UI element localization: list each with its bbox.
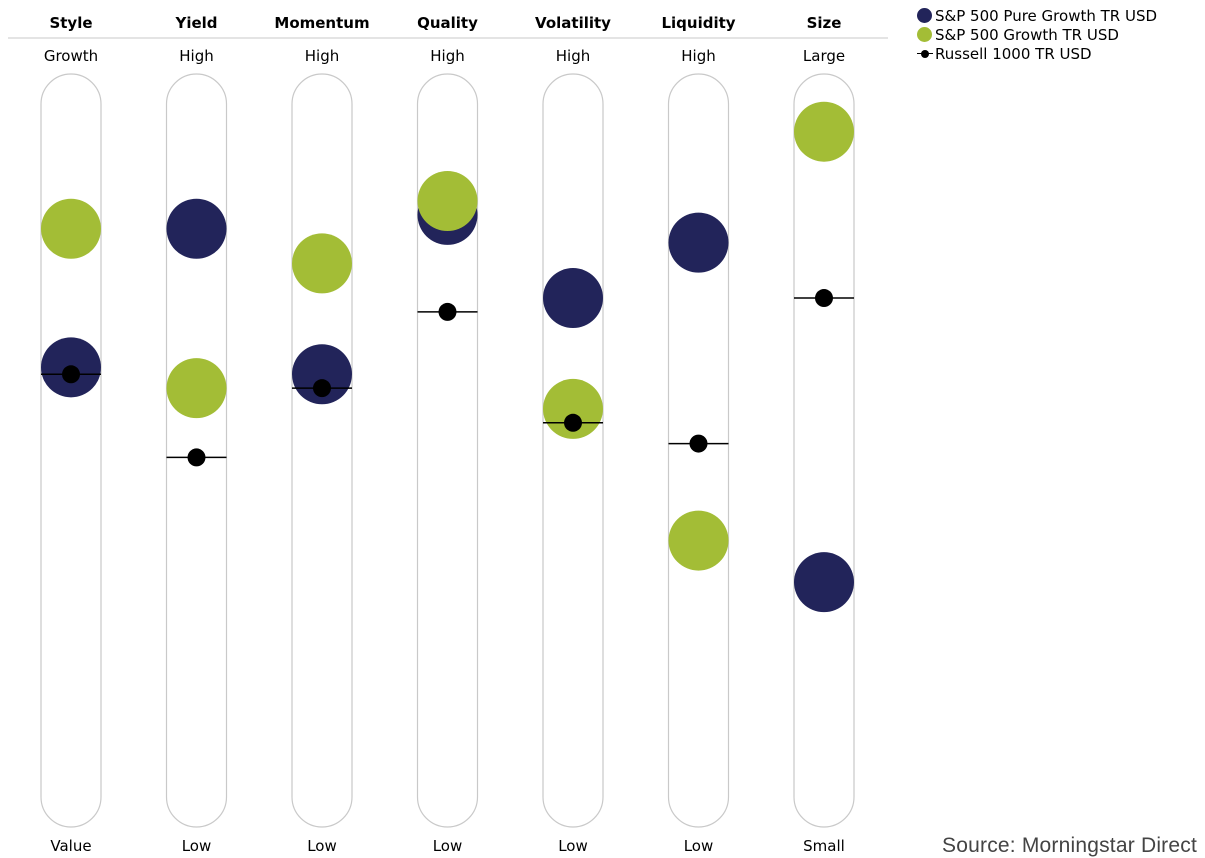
legend-label-russell: Russell 1000 TR USD xyxy=(935,44,1092,63)
top-label-liquidity: High xyxy=(681,47,715,65)
marker-s-p-500-growth-tr-usd-quality xyxy=(417,171,478,232)
factor-title-momentum: Momentum xyxy=(274,14,369,32)
marker-s-p-500-growth-tr-usd-size xyxy=(794,101,854,162)
legend-label-growth: S&P 500 Growth TR USD xyxy=(935,25,1119,44)
marker-russell-1000-tr-usd-liquidity xyxy=(668,434,729,453)
marker-russell-1000-tr-usd-style xyxy=(41,365,101,384)
marker-s-p-500-pure-growth-tr-usd-momentum xyxy=(292,344,352,405)
bottom-label-yield: Low xyxy=(182,837,212,854)
marker-s-p-500-growth-tr-usd-yield xyxy=(166,358,227,419)
legend-marker-growth xyxy=(917,26,933,43)
top-label-quality: High xyxy=(430,47,464,65)
factor-title-yield: Yield xyxy=(174,14,217,32)
bottom-label-size: Small xyxy=(803,837,845,854)
bottom-label-style: Value xyxy=(50,837,91,854)
factor-profile-chart: Style Growth Value Yield High Low Momentum High… xyxy=(8,14,888,854)
top-label-yield: High xyxy=(179,47,213,65)
top-label-style: Growth xyxy=(44,47,98,65)
marker-russell-1000-tr-usd-volatility xyxy=(543,413,603,432)
marker-s-p-500-pure-growth-tr-usd-volatility xyxy=(543,268,603,329)
marker-s-p-500-pure-growth-tr-usd-yield xyxy=(166,198,227,259)
legend-item-russell: Russell 1000 TR USD xyxy=(917,44,1157,63)
marker-s-p-500-pure-growth-tr-usd-liquidity xyxy=(668,212,729,273)
legend-label-pure-growth: S&P 500 Pure Growth TR USD xyxy=(935,6,1158,25)
factor-title-size: Size xyxy=(807,14,842,32)
factor-track-momentum xyxy=(291,73,353,828)
factor-title-quality: Quality xyxy=(417,14,478,32)
marker-s-p-500-growth-tr-usd-volatility xyxy=(543,378,603,439)
factor-title-volatility: Volatility xyxy=(535,14,611,32)
marker-s-p-500-growth-tr-usd-momentum xyxy=(292,233,352,294)
factor-track-style xyxy=(40,73,102,828)
marker-s-p-500-growth-tr-usd-liquidity xyxy=(668,510,729,571)
factor-title-liquidity: Liquidity xyxy=(661,14,735,32)
legend-marker-russell xyxy=(917,46,933,62)
bottom-label-momentum: Low xyxy=(307,837,337,854)
marker-russell-1000-tr-usd-quality xyxy=(417,302,478,321)
legend-item-pure-growth: S&P 500 Pure Growth TR USD xyxy=(917,6,1157,25)
source-note: Source: Morningstar Direct xyxy=(942,834,1197,857)
factor-track-volatility xyxy=(542,73,604,828)
factor-track-quality xyxy=(416,73,479,828)
marker-s-p-500-growth-tr-usd-style xyxy=(41,198,101,259)
marker-russell-1000-tr-usd-momentum xyxy=(292,379,352,398)
bottom-label-liquidity: Low xyxy=(684,837,714,854)
top-label-momentum: High xyxy=(305,47,339,65)
legend: S&P 500 Pure Growth TR USD S&P 500 Growt… xyxy=(917,6,1157,63)
marker-s-p-500-pure-growth-tr-usd-size xyxy=(794,552,854,613)
top-label-size: Large xyxy=(803,47,845,65)
factor-title-style: Style xyxy=(49,14,92,32)
top-label-volatility: High xyxy=(556,47,590,65)
factor-track-size xyxy=(793,73,855,828)
legend-item-growth: S&P 500 Growth TR USD xyxy=(917,25,1157,44)
marker-russell-1000-tr-usd-size xyxy=(794,289,854,308)
bottom-label-volatility: Low xyxy=(558,837,588,854)
bottom-label-quality: Low xyxy=(433,837,463,854)
marker-russell-1000-tr-usd-yield xyxy=(166,448,227,467)
legend-marker-pure-growth xyxy=(917,7,933,24)
